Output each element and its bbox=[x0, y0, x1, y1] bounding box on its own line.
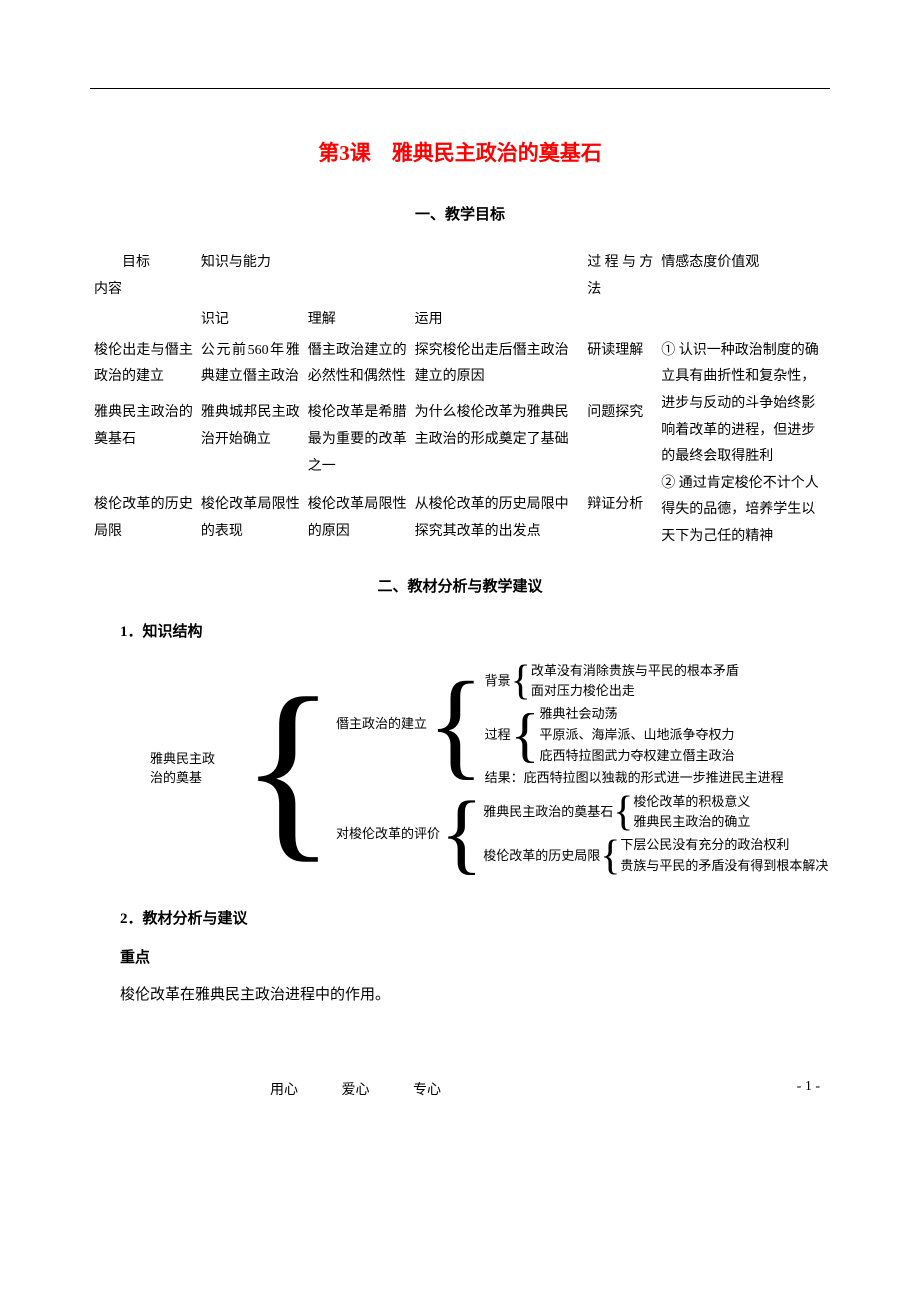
branch-2-s2-label: 梭伦改革的历史局限 bbox=[483, 847, 600, 866]
diagram-leaf: 结果：庇西特拉图以独裁的形式进一步推进民主进程 bbox=[485, 768, 784, 789]
branch-2: 对梭伦改革的评价 { 雅典民主政治的奠基石 { 梭伦改革的积极意义 雅典民主政治… bbox=[336, 790, 828, 879]
branch-1-label: 僭主政治的建立 bbox=[336, 715, 427, 734]
values-cell-text: ① 认识一种政治制度的确立具有曲折性和复杂性，进步与反动的斗争始终影响着改革的进… bbox=[661, 343, 819, 544]
cell: 僭主政治建立的必然性和偶然性 bbox=[304, 336, 411, 399]
diagram-leaf: 贵族与平民的矛盾没有得到根本解决 bbox=[620, 856, 828, 877]
footer-m2: 爱心 bbox=[342, 1083, 370, 1098]
branch-2-label: 对梭伦改革的评价 bbox=[336, 825, 440, 844]
diagram-root-l1: 雅典民主政 bbox=[150, 750, 240, 769]
section-1-heading: 一、教学目标 bbox=[90, 203, 830, 224]
cell: 辩证分析 bbox=[583, 490, 657, 553]
cell: 梭伦改革局限性的原因 bbox=[304, 490, 411, 553]
cell: 研读理解 bbox=[583, 336, 657, 399]
diagram-leaf: 平原派、海岸派、山地派争夺权力 bbox=[539, 725, 734, 746]
cell: 雅典民主政治的奠基石 bbox=[90, 398, 197, 490]
diagram-leaf: 面对压力梭伦出走 bbox=[531, 681, 739, 702]
page-footer: 用心 爱心 专心 - 1 - bbox=[90, 1079, 830, 1099]
knowledge-structure-diagram: 雅典民主政 治的奠基 { 僭主政治的建立 { 背景 { 改革没有消除贵族与平民的… bbox=[150, 659, 830, 879]
page: 第3课 雅典民主政治的奠基石 一、教学目标 目标 内容 知识与能力 过程与方法 … bbox=[0, 0, 920, 1139]
top-rule bbox=[90, 88, 830, 89]
table-row: 梭伦出走与僭主政治的建立 公元前560年雅典建立僭主政治 僭主政治建立的必然性和… bbox=[90, 336, 830, 399]
branch-1-proc-label: 过程 bbox=[485, 726, 511, 745]
page-number: - 1 - bbox=[797, 1079, 820, 1099]
cell: 公元前560年雅典建立僭主政治 bbox=[197, 336, 304, 399]
hdr-understand: 理解 bbox=[304, 305, 411, 336]
footer-m3: 专心 bbox=[413, 1083, 441, 1098]
cell: 梭伦改革的历史局限 bbox=[90, 490, 197, 553]
footer-motto: 用心 爱心 专心 bbox=[270, 1079, 481, 1099]
diagram-leaf: 雅典民主政治的确立 bbox=[633, 812, 750, 833]
cell: 探究梭伦出走后僭主政治建立的原因 bbox=[411, 336, 584, 399]
hdr-knowledge-ability: 知识与能力 bbox=[197, 248, 304, 305]
hdr-target-content: 目标 内容 bbox=[90, 248, 197, 305]
objectives-table: 目标 内容 知识与能力 过程与方法 情感态度价值观 识记 理解 运用 梭伦出走与… bbox=[90, 248, 830, 553]
diagram-leaf: 改革没有消除贵族与平民的根本矛盾 bbox=[531, 661, 739, 682]
hdr-memorize: 识记 bbox=[197, 305, 304, 336]
cell: 梭伦改革是希腊最为重要的改革之一 bbox=[304, 398, 411, 490]
hdr-apply: 运用 bbox=[411, 305, 584, 336]
sub-heading-1: 1．知识结构 bbox=[90, 620, 830, 641]
diagram-leaf: 下层公民没有充分的政治权利 bbox=[620, 835, 828, 856]
diagram-leaf: 庇西特拉图武力夺权建立僭主政治 bbox=[539, 746, 734, 767]
lesson-title: 第3课 雅典民主政治的奠基石 bbox=[90, 137, 830, 167]
diagram-leaf: 雅典社会动荡 bbox=[539, 704, 734, 725]
table-subheader-row: 识记 理解 运用 bbox=[90, 305, 830, 336]
cell: 梭伦出走与僭主政治的建立 bbox=[90, 336, 197, 399]
hdr-process-method: 过程与方法 bbox=[583, 248, 657, 305]
cell: 雅典城邦民主政治开始确立 bbox=[197, 398, 304, 490]
diagram-leaf: 梭伦改革的积极意义 bbox=[633, 792, 750, 813]
hdr-target-content-text: 目标 内容 bbox=[94, 255, 150, 297]
cell: 从梭伦改革的历史局限中探究其改革的出发点 bbox=[411, 490, 584, 553]
keypoint-text: 梭伦改革在雅典民主政治进程中的作用。 bbox=[90, 981, 830, 1010]
footer-m1: 用心 bbox=[270, 1083, 298, 1098]
diagram-root-label: 雅典民主政 治的奠基 bbox=[150, 750, 240, 788]
table-header-row: 目标 内容 知识与能力 过程与方法 情感态度价值观 bbox=[90, 248, 830, 305]
branch-1-bg-label: 背景 bbox=[485, 672, 511, 691]
sub-heading-2: 2．教材分析与建议 bbox=[90, 907, 830, 928]
cell: 梭伦改革局限性的表现 bbox=[197, 490, 304, 553]
keypoint-label: 重点 bbox=[90, 946, 830, 967]
branch-2-s1-label: 雅典民主政治的奠基石 bbox=[483, 803, 613, 822]
diagram-root-l2: 治的奠基 bbox=[150, 769, 240, 788]
cell: 问题探究 bbox=[583, 398, 657, 490]
values-cell: ① 认识一种政治制度的确立具有曲折性和复杂性，进步与反动的斗争始终影响着改革的进… bbox=[657, 336, 830, 553]
branch-1: 僭主政治的建立 { 背景 { 改革没有消除贵族与平民的根本矛盾 面对压力梭伦出走 bbox=[336, 659, 828, 790]
hdr-values: 情感态度价值观 bbox=[657, 248, 830, 305]
section-2-heading: 二、教材分析与教学建议 bbox=[90, 575, 830, 596]
cell: 为什么梭伦改革为雅典民主政治的形成奠定了基础 bbox=[411, 398, 584, 490]
